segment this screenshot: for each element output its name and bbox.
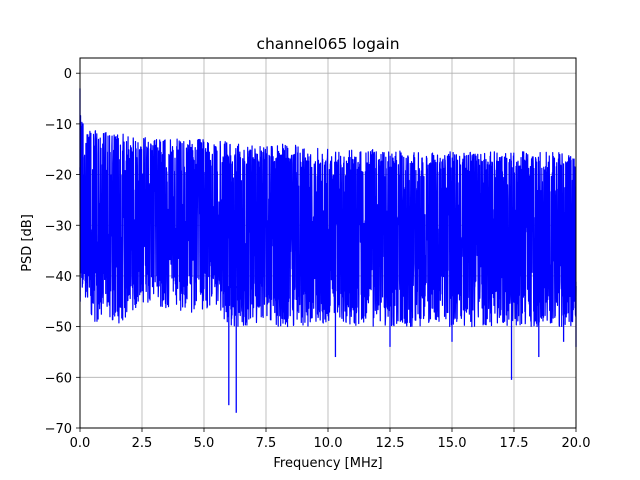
y-tick-label: −30 <box>45 219 72 234</box>
x-tick-label: 10.0 <box>314 436 343 451</box>
x-axis-title: Frequency [MHz] <box>273 456 382 471</box>
x-tick-label: 12.5 <box>376 436 405 451</box>
y-tick-label: −50 <box>45 321 72 336</box>
y-tick-label: −40 <box>45 270 72 285</box>
x-axis-ticks: 0.0 2.5 5.0 7.5 10.0 12.5 15.0 17.5 20.0 <box>70 428 591 451</box>
x-tick-label: 2.5 <box>132 436 153 451</box>
y-axis-title: PSD [dB] <box>20 214 35 272</box>
x-tick-label: 17.5 <box>500 436 529 451</box>
chart-title: channel065 logain <box>256 35 399 53</box>
y-axis-ticks: 0 −10 −20 −30 −40 −50 −60 −70 <box>45 67 80 437</box>
y-tick-label: −10 <box>45 118 72 133</box>
y-tick-label: −20 <box>45 169 72 184</box>
y-tick-label: −60 <box>45 371 72 386</box>
y-tick-label: 0 <box>64 67 72 82</box>
x-tick-label: 15.0 <box>438 436 467 451</box>
x-tick-label: 7.5 <box>256 436 277 451</box>
x-tick-label: 20.0 <box>562 436 591 451</box>
x-tick-label: 0.0 <box>70 436 91 451</box>
x-tick-label: 5.0 <box>194 436 215 451</box>
psd-trace <box>79 115 577 328</box>
y-tick-label: −70 <box>45 422 72 437</box>
